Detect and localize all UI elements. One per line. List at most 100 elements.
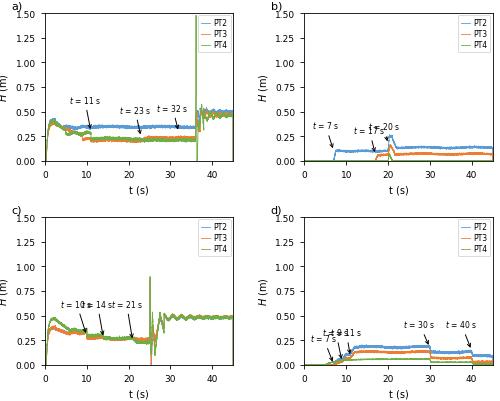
PT4: [490, 159, 496, 164]
PT2: [364, 342, 370, 347]
PT2: [230, 159, 236, 164]
PT4: [486, 361, 492, 366]
Text: $t$ = 7 s: $t$ = 7 s: [312, 120, 339, 148]
Line: PT3: PT3: [304, 145, 492, 162]
PT3: [42, 363, 48, 367]
PT3: [352, 159, 358, 164]
Y-axis label: $H$ (m): $H$ (m): [257, 73, 270, 102]
PT2: [190, 127, 196, 132]
PT3: [450, 356, 456, 360]
PT3: [327, 363, 333, 368]
PT3: [450, 153, 456, 158]
PT4: [486, 159, 492, 164]
PT4: [157, 310, 163, 315]
PT2: [331, 363, 337, 368]
PT4: [42, 159, 48, 164]
PT3: [42, 159, 48, 164]
PT4: [420, 357, 426, 362]
PT4: [450, 159, 456, 164]
PT3: [160, 322, 166, 326]
PT3: [230, 363, 236, 367]
PT3: [230, 159, 236, 164]
PT2: [420, 344, 426, 349]
PT4: [362, 159, 368, 164]
PT2: [386, 133, 392, 138]
PT4: [352, 159, 358, 164]
PT4: [92, 138, 98, 143]
PT4: [53, 318, 59, 323]
PT4: [92, 333, 98, 338]
PT4: [42, 363, 48, 367]
PT4: [322, 363, 328, 367]
Legend: PT2, PT3, PT4: PT2, PT3, PT4: [458, 220, 490, 257]
Text: $t$ = 14 s: $t$ = 14 s: [82, 298, 113, 334]
PT3: [372, 160, 378, 164]
Y-axis label: $H$ (m): $H$ (m): [0, 277, 10, 306]
PT2: [490, 159, 496, 164]
PT3: [490, 159, 496, 164]
PT2: [416, 344, 422, 349]
PT2: [42, 363, 48, 367]
Line: PT4: PT4: [304, 359, 492, 365]
PT4: [386, 152, 392, 157]
Line: PT2: PT2: [304, 345, 492, 366]
Line: PT4: PT4: [45, 277, 233, 365]
PT4: [190, 139, 196, 144]
PT3: [302, 159, 308, 164]
PT2: [416, 144, 422, 149]
Text: d): d): [270, 205, 282, 215]
PT4: [160, 326, 166, 330]
Text: c): c): [11, 205, 22, 215]
Text: $t$ = 7 s: $t$ = 7 s: [310, 332, 337, 361]
PT3: [157, 136, 163, 140]
PT4: [420, 158, 426, 163]
PT4: [193, 14, 199, 19]
PT2: [490, 363, 496, 367]
PT4: [190, 316, 196, 320]
PT2: [160, 322, 166, 327]
PT3: [160, 137, 166, 142]
PT4: [416, 357, 422, 362]
X-axis label: t (s): t (s): [129, 185, 149, 195]
Text: $t$ = 9 s: $t$ = 9 s: [322, 326, 349, 358]
PT3: [147, 275, 153, 280]
PT2: [450, 352, 456, 356]
PT2: [486, 145, 492, 150]
PT2: [44, 160, 50, 165]
PT4: [160, 138, 166, 143]
PT2: [312, 159, 318, 164]
PT3: [227, 113, 233, 118]
Text: $t$ = 23 s: $t$ = 23 s: [119, 104, 151, 134]
PT2: [204, 106, 210, 111]
Line: PT4: PT4: [304, 154, 492, 162]
PT2: [302, 159, 308, 164]
PT3: [416, 152, 422, 157]
PT2: [227, 110, 233, 115]
PT3: [312, 159, 318, 164]
X-axis label: t (s): t (s): [388, 389, 408, 399]
Text: $t$ = 11 s: $t$ = 11 s: [330, 326, 362, 353]
PT3: [92, 336, 98, 341]
PT2: [352, 344, 358, 349]
PT4: [302, 363, 308, 367]
Line: PT2: PT2: [304, 136, 492, 162]
Legend: PT2, PT3, PT4: PT2, PT3, PT4: [198, 16, 230, 53]
PT2: [486, 354, 492, 359]
PT2: [450, 146, 456, 151]
PT3: [352, 350, 358, 354]
PT3: [157, 313, 163, 318]
Text: $t$ = 20 s: $t$ = 20 s: [368, 121, 400, 141]
PT2: [420, 145, 426, 150]
Text: $t$ = 11 s: $t$ = 11 s: [68, 95, 100, 129]
PT3: [190, 314, 196, 319]
Text: $t$ = 40 s: $t$ = 40 s: [445, 318, 477, 347]
PT4: [416, 159, 422, 164]
PT3: [490, 363, 496, 367]
PT3: [53, 123, 59, 128]
PT2: [147, 279, 153, 284]
PT2: [227, 316, 233, 321]
PT4: [312, 159, 318, 164]
PT3: [486, 360, 492, 365]
PT3: [198, 108, 203, 113]
PT3: [416, 350, 422, 354]
